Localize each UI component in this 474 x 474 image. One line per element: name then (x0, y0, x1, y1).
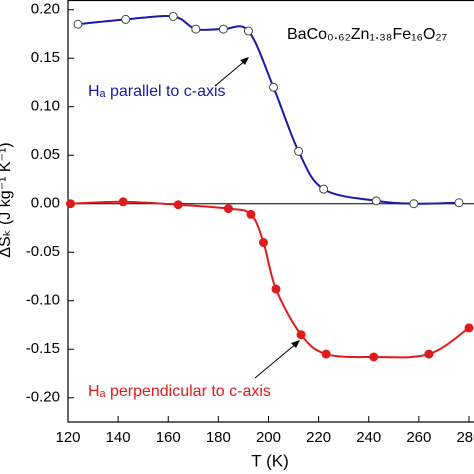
y-axis-label: ΔSₖ (J kg⁻¹ K⁻¹) (0, 142, 14, 257)
perpendicular-label: Hₐ perpendicular to c-axis (88, 383, 271, 400)
data-point (258, 238, 268, 248)
arrow-head (291, 340, 300, 348)
data-point (121, 14, 131, 24)
data-point (409, 199, 419, 209)
data-point (319, 184, 329, 194)
data-point (173, 200, 183, 210)
fit-curve (70, 200, 470, 359)
data-point (271, 284, 281, 294)
data-point (246, 209, 256, 219)
x-tick-label: 240 (356, 429, 381, 446)
y-tick-label: -0.20 (26, 389, 60, 406)
data-point (218, 24, 228, 34)
data-point (321, 349, 331, 359)
y-tick-label: 0.15 (31, 49, 60, 66)
x-tick-label: 120 (55, 429, 80, 446)
y-tick-label: -0.05 (26, 243, 60, 260)
x-tick-label: 280 (456, 429, 474, 446)
data-point (424, 349, 434, 359)
x-tick-label: 180 (206, 429, 231, 446)
x-axis-label: T (K) (251, 451, 288, 470)
arrow (214, 59, 247, 87)
y-tick-label: 0.00 (31, 195, 60, 212)
data-point (296, 330, 306, 340)
data-point (464, 323, 474, 333)
data-point (369, 352, 379, 362)
parallel-label: Hₐ parallel to c-axis (88, 83, 226, 100)
data-point (118, 197, 128, 207)
data-point (243, 26, 253, 36)
data-point (269, 82, 279, 92)
arrow (254, 342, 298, 379)
data-point (168, 11, 178, 21)
arrow-head (240, 57, 249, 65)
data-point (66, 199, 76, 209)
x-tick-label: 160 (156, 429, 181, 446)
y-tick-label: -0.10 (26, 292, 60, 309)
x-tick-label: 220 (306, 429, 331, 446)
y-tick-label: 0.20 (31, 1, 60, 18)
data-point (223, 204, 233, 214)
data-point (294, 146, 304, 156)
x-tick-label: 200 (256, 429, 281, 446)
y-tick-label: 0.05 (31, 146, 60, 163)
x-tick-label: 260 (406, 429, 431, 446)
data-point (73, 19, 83, 29)
data-point (371, 196, 381, 206)
compound-label: BaCo₀.₆₂Zn₁.₃₈Fe₁₆O₂₇ (287, 26, 447, 43)
data-point (454, 198, 464, 208)
fit-curve (77, 15, 459, 205)
data-point (191, 24, 201, 34)
y-tick-label: -0.15 (26, 340, 60, 357)
x-tick-label: 140 (106, 429, 131, 446)
y-tick-label: 0.10 (31, 98, 60, 115)
plot-frame (67, 0, 474, 423)
